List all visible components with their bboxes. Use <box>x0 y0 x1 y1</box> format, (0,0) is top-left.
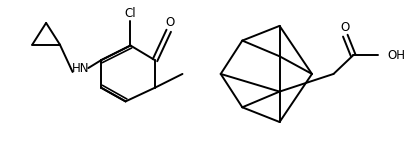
Text: O: O <box>341 21 350 34</box>
Text: O: O <box>165 16 174 29</box>
Text: OH: OH <box>387 49 405 62</box>
Text: HN: HN <box>72 62 89 75</box>
Text: Cl: Cl <box>125 7 136 20</box>
